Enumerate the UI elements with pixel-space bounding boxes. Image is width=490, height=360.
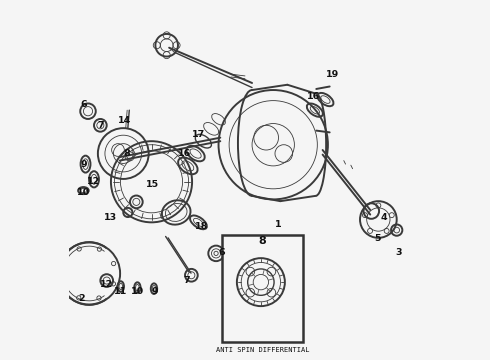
Bar <box>222 235 303 342</box>
Text: 6: 6 <box>80 100 87 109</box>
Text: 1: 1 <box>275 220 282 229</box>
Text: 12: 12 <box>87 177 100 186</box>
Text: 9: 9 <box>80 159 87 168</box>
Text: 14: 14 <box>118 116 131 125</box>
Text: 13: 13 <box>104 212 117 221</box>
Text: 7: 7 <box>98 121 104 130</box>
Text: 4: 4 <box>381 212 388 221</box>
Text: 11: 11 <box>114 287 127 296</box>
Text: 3: 3 <box>395 248 402 257</box>
Text: 7: 7 <box>183 276 190 285</box>
Text: 9: 9 <box>152 287 158 296</box>
Text: 8: 8 <box>259 237 267 247</box>
Text: ANTI SPIN DIFFERENTIAL: ANTI SPIN DIFFERENTIAL <box>216 347 309 352</box>
Text: 18: 18 <box>196 222 209 231</box>
Text: 12: 12 <box>100 280 113 289</box>
Text: 17: 17 <box>192 130 205 139</box>
Text: 19: 19 <box>326 70 339 79</box>
Text: 10: 10 <box>77 188 90 197</box>
Text: 6: 6 <box>219 248 225 257</box>
Text: 10: 10 <box>131 287 144 296</box>
Text: 5: 5 <box>374 234 381 243</box>
Text: 16: 16 <box>178 149 191 158</box>
Text: 8: 8 <box>123 149 130 158</box>
Text: 15: 15 <box>146 180 159 189</box>
Text: 2: 2 <box>79 294 85 303</box>
Text: 16: 16 <box>307 91 320 100</box>
